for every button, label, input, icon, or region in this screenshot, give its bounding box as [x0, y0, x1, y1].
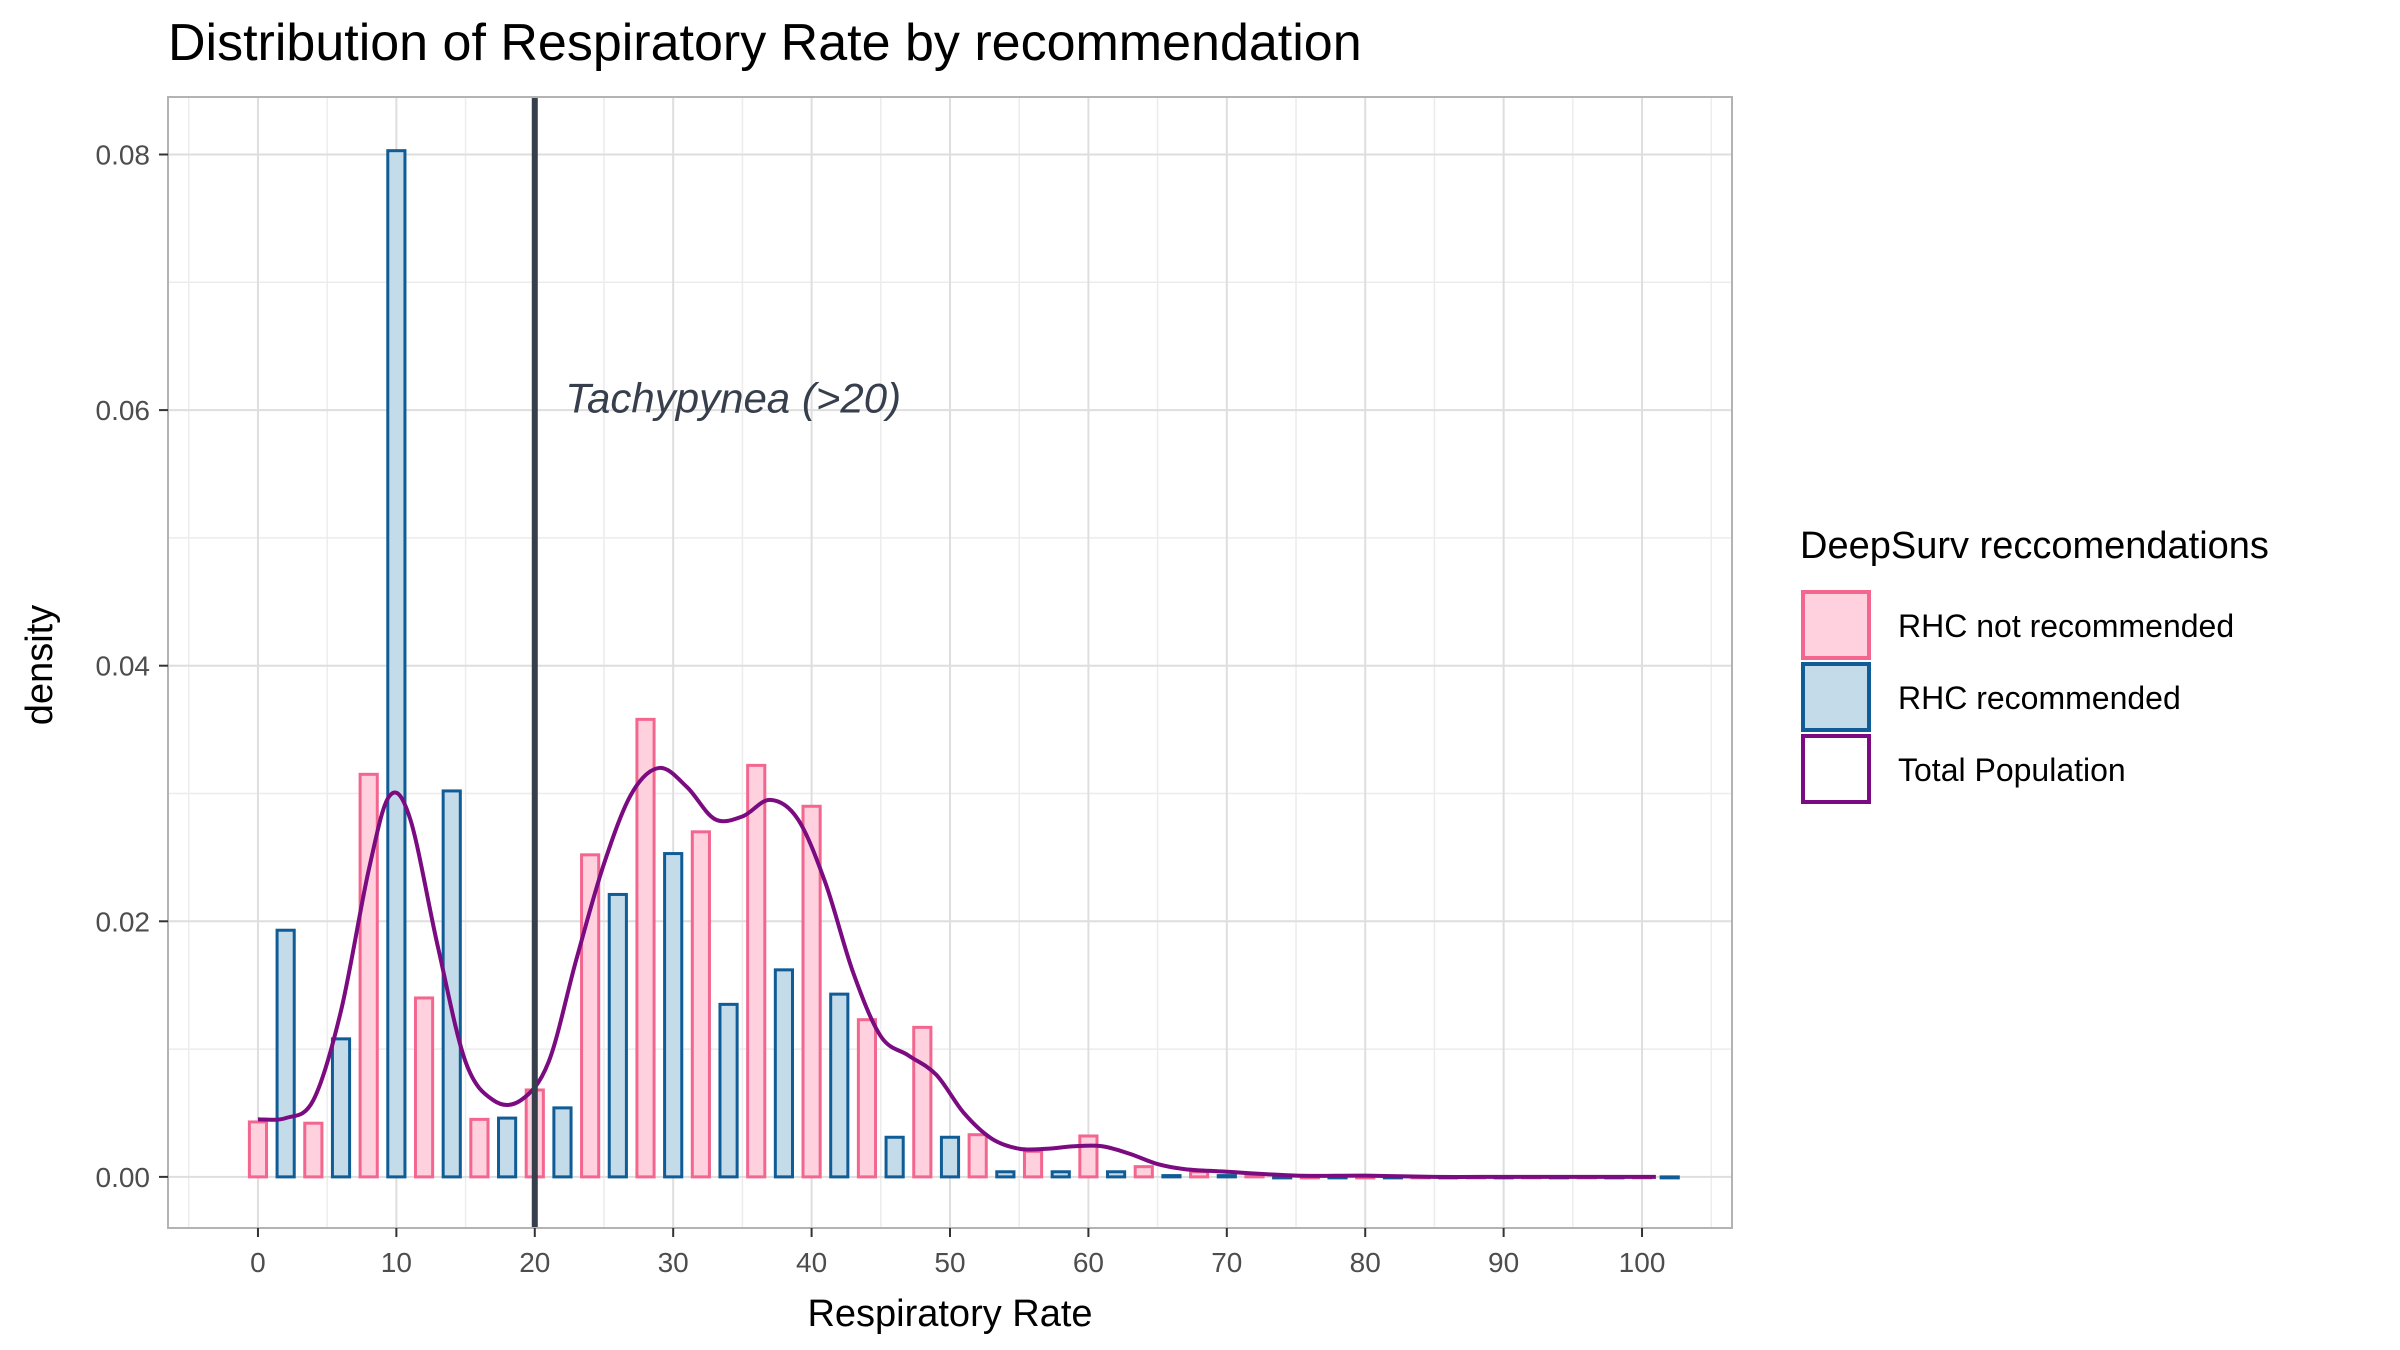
x-axis-tick-label: 20: [519, 1247, 550, 1278]
legend: DeepSurv reccomendations RHC not recomme…: [1800, 525, 2269, 804]
bar-rhc-recommended: [939, 1135, 961, 1179]
bar-rhc-not-recommended: [413, 996, 435, 1179]
chart-title: Distribution of Respiratory Rate by reco…: [168, 14, 1362, 72]
x-axis-tick-label: 40: [796, 1247, 827, 1278]
x-axis-title: Respiratory Rate: [807, 1293, 1092, 1335]
density-curve-total-population: [257, 765, 1656, 1179]
bar-rhc-not-recommended: [1078, 1134, 1099, 1179]
bar-rhc-not-recommended: [635, 717, 656, 1179]
bar-rhc-recommended: [552, 1106, 573, 1179]
y-axis-tick-label: 0.08: [96, 140, 151, 171]
reference-line-label: Tachypynea (>20): [565, 375, 901, 422]
legend-label: RHC recommended: [1898, 680, 2181, 716]
bar-rhc-not-recommended: [967, 1133, 988, 1179]
bar-rhc-not-recommended: [912, 1025, 933, 1179]
x-axis-tick-label: 80: [1350, 1247, 1381, 1278]
reference-line-group: Tachypynea (>20): [531, 97, 901, 1228]
y-axis-tick-label: 0.04: [96, 651, 151, 682]
bar-rhc-not-recommended: [469, 1117, 490, 1179]
legend-key: [1801, 734, 1871, 804]
bar-rhc-not-recommended: [247, 1120, 269, 1179]
y-axis-tick-label: 0.02: [96, 906, 151, 937]
bar-rhc-recommended: [275, 928, 296, 1179]
bar-rhc-not-recommended: [580, 853, 601, 1179]
x-axis-tick-label: 100: [1619, 1247, 1666, 1278]
x-axis-tick-label: 10: [381, 1247, 412, 1278]
bar-rhc-not-recommended: [358, 772, 379, 1179]
x-axis: 0 10 20 30 40 50 60 70 80 90 100: [250, 1228, 1665, 1278]
bar-rhc-not-recommended: [303, 1121, 324, 1179]
bar-rhc-recommended: [1216, 1174, 1237, 1179]
y-axis: 0.00 0.02 0.04 0.06 0.08: [96, 140, 168, 1193]
bar-rhc-recommended: [441, 789, 462, 1179]
x-axis-tick-label: 90: [1488, 1247, 1519, 1278]
legend-title: DeepSurv reccomendations: [1800, 525, 2269, 567]
legend-label: RHC not recommended: [1898, 608, 2234, 644]
bar-rhc-recommended: [995, 1170, 1016, 1179]
legend-key: [1801, 662, 1871, 732]
x-axis-tick-label: 70: [1211, 1247, 1242, 1278]
bar-rhc-not-recommended: [801, 804, 822, 1179]
y-axis-tick-label: 0.06: [96, 395, 151, 426]
bar-rhc-recommended: [884, 1135, 905, 1179]
bar-rhc-recommended: [1106, 1170, 1127, 1179]
density-line: [257, 765, 1656, 1179]
bar-rhc-not-recommended: [1022, 1149, 1044, 1179]
y-axis-tick-label: 0.00: [96, 1162, 151, 1193]
bar-rhc-recommended: [663, 852, 684, 1179]
bar-rhc-recommended: [386, 149, 407, 1179]
bar-rhc-not-recommended: [746, 763, 767, 1179]
bar-rhc-recommended: [1050, 1170, 1071, 1179]
x-axis-tick-label: 60: [1073, 1247, 1104, 1278]
bar-rhc-recommended: [497, 1116, 518, 1179]
bar-rhc-not-recommended: [690, 830, 711, 1179]
legend-items: RHC not recommended RHC recommended Total …: [1801, 590, 2234, 804]
bar-rhc-not-recommended: [1133, 1165, 1154, 1179]
bar-rhc-recommended: [718, 1002, 739, 1179]
bar-rhc-not-recommended: [856, 1018, 878, 1179]
x-axis-tick-label: 50: [934, 1247, 965, 1278]
legend-key: [1801, 590, 1871, 660]
x-axis-tick-label: 0: [250, 1247, 266, 1278]
bar-rhc-recommended: [607, 892, 628, 1179]
bar-rhc-recommended: [330, 1037, 352, 1179]
bar-rhc-recommended: [773, 968, 794, 1179]
bar-rhc-recommended: [829, 992, 850, 1179]
y-axis-title: density: [19, 605, 61, 725]
legend-label: Total Population: [1898, 752, 2126, 788]
bar-rhc-recommended: [1161, 1174, 1182, 1179]
bar-rhc-recommended: [1659, 1175, 1680, 1180]
x-axis-tick-label: 30: [658, 1247, 689, 1278]
